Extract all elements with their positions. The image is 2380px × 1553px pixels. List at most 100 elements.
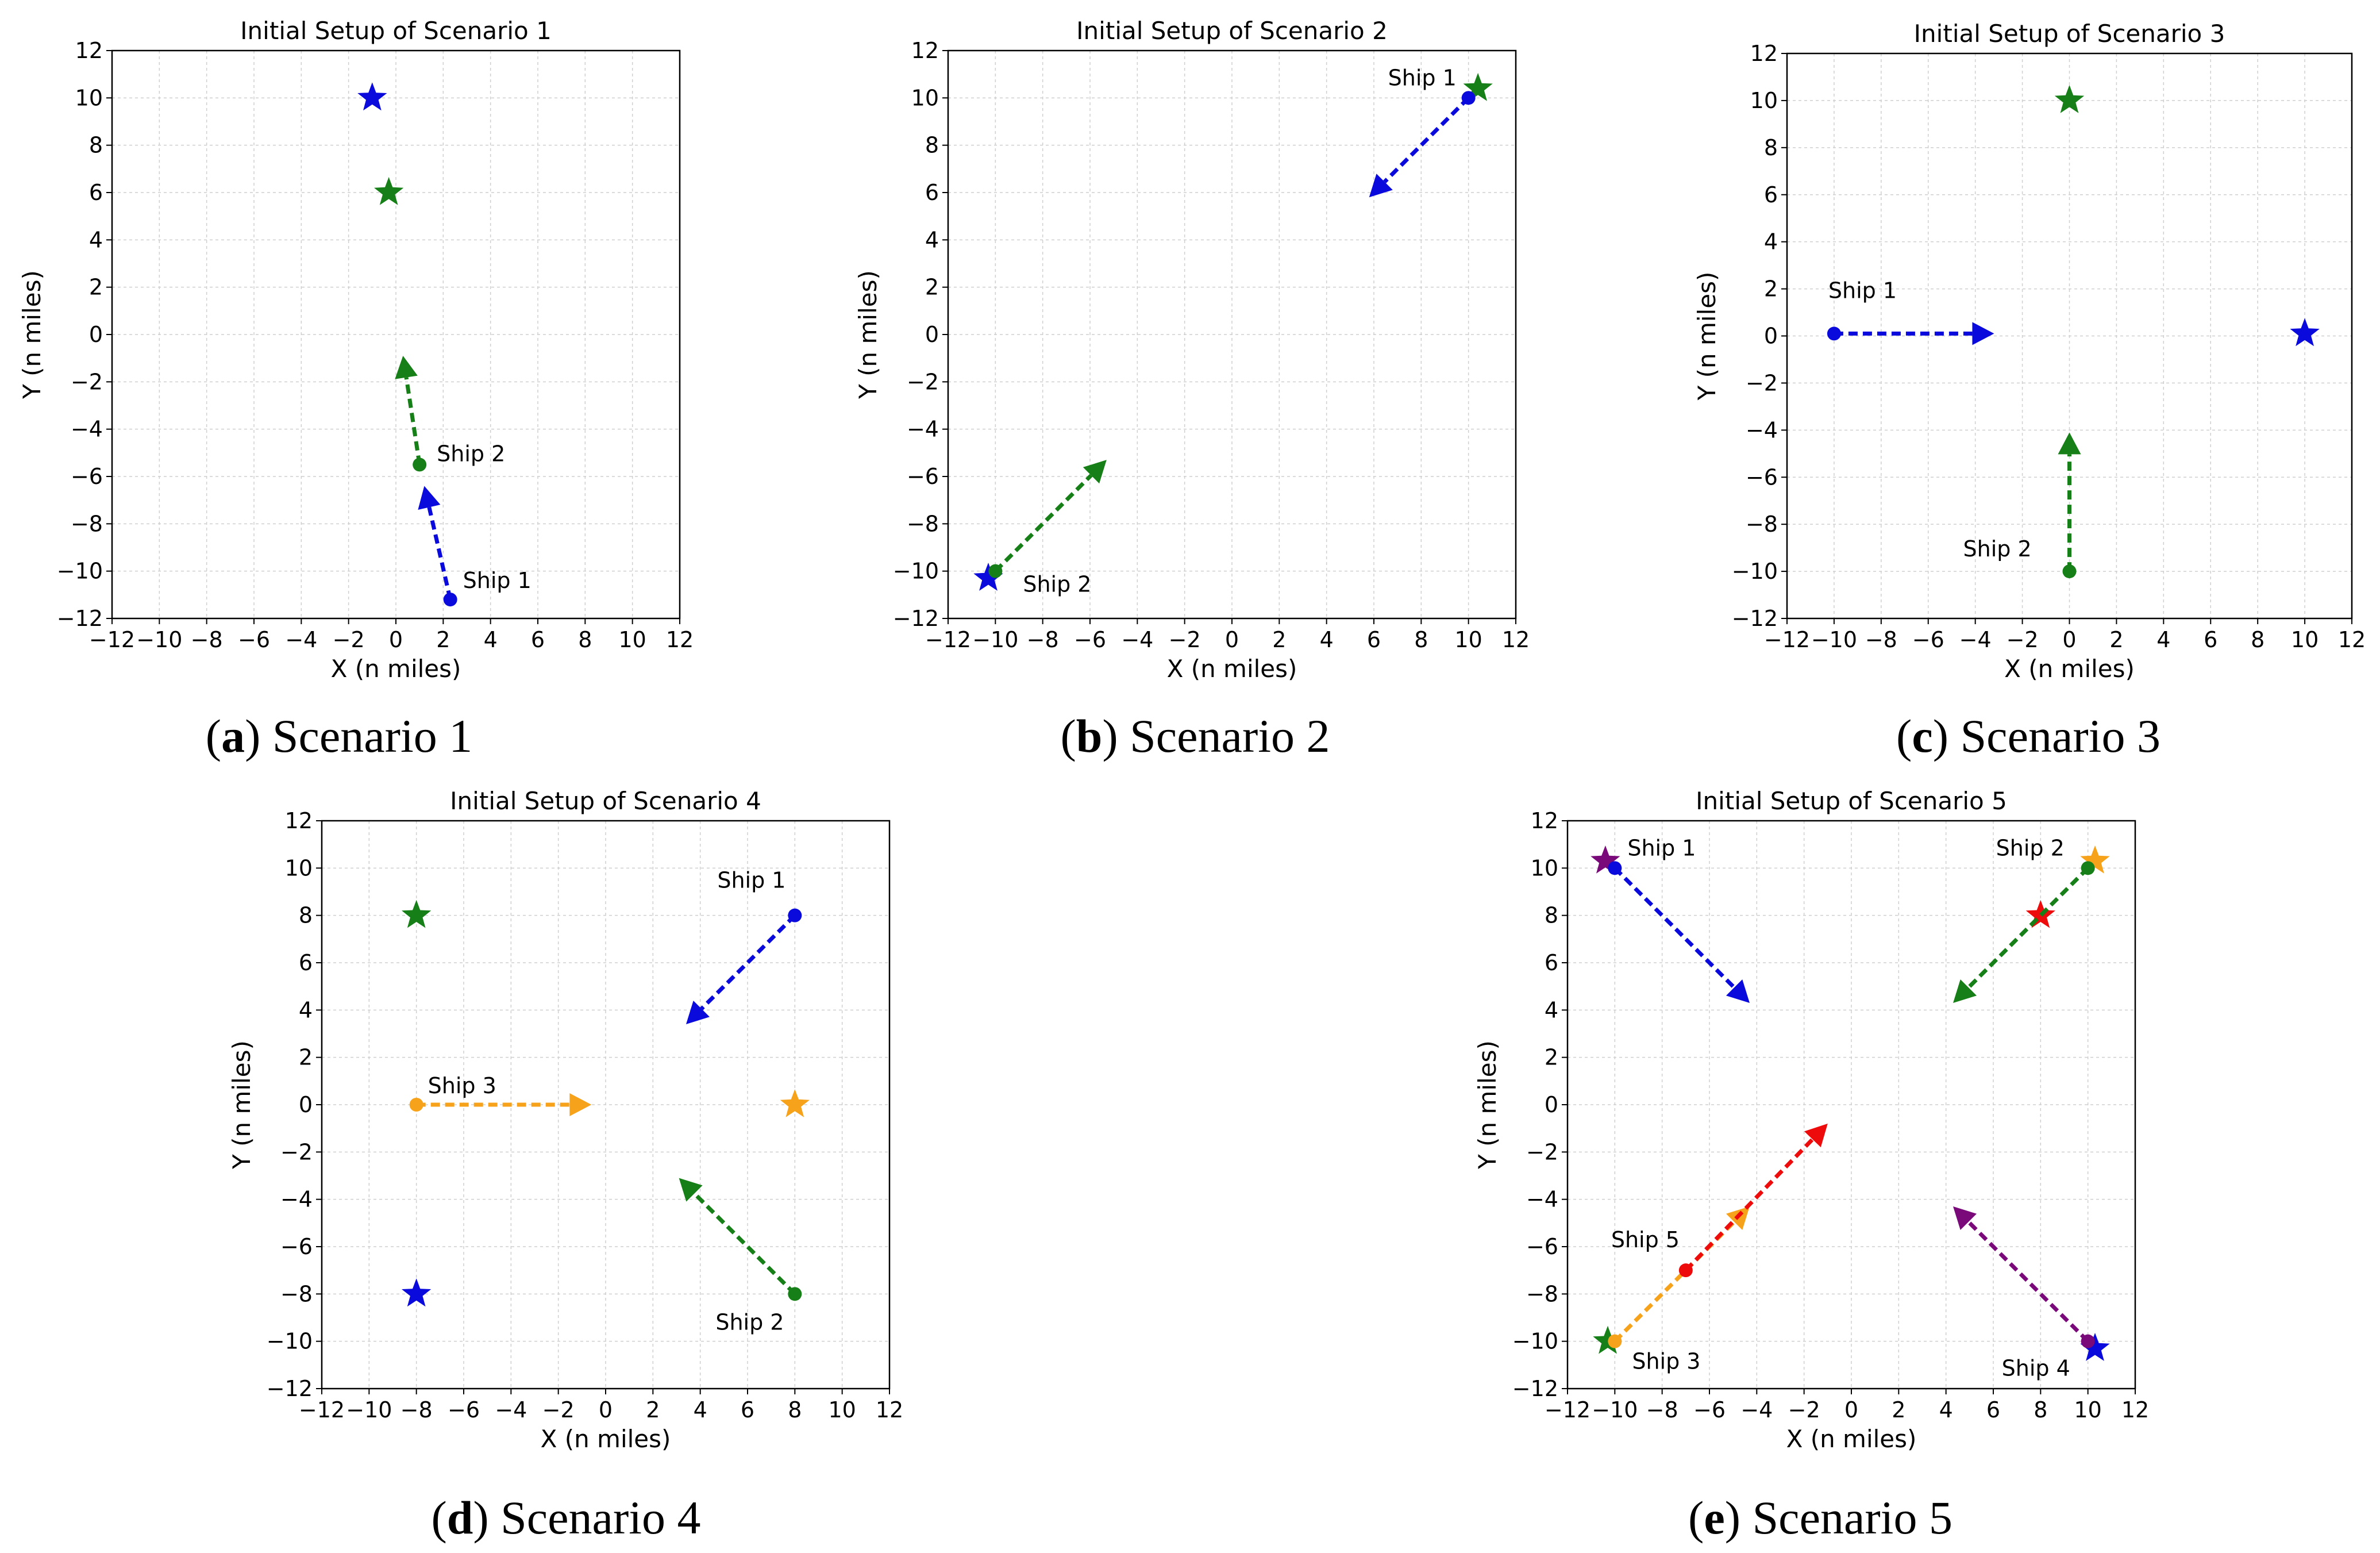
x-tick-label: 6 [2204,627,2217,652]
x-tick-label: 2 [1272,627,1286,652]
ship-start-marker [1827,326,1841,341]
goal-star-marker [2080,845,2110,874]
heading-arrow-shaft [1967,1220,2090,1343]
y-tick-label: 2 [299,1045,313,1070]
y-tick-label: −4 [71,417,103,442]
y-tick-label: −6 [280,1234,313,1259]
ship-start-marker [443,593,457,607]
ship-label: Ship 1 [1828,278,1897,303]
x-tick-label: −2 [1169,627,1201,652]
x-tick-label: 2 [436,627,450,652]
x-tick-label: −10 [1811,627,1857,652]
y-tick-label: 0 [89,322,103,347]
y-axis-label: Y (n miles) [18,270,46,399]
x-tick-label: 2 [1892,1397,1905,1423]
x-tick-label: 12 [1502,627,1530,652]
goal-star-marker [2080,1333,2110,1361]
goal-star-marker [357,82,387,111]
y-tick-label: −4 [907,417,939,442]
chart-title: Initial Setup of Scenario 4 [450,787,761,815]
y-tick-label: −6 [907,464,939,489]
y-tick-label: 8 [1545,903,1558,928]
y-tick-label: −4 [1526,1187,1558,1212]
y-tick-label: −4 [1746,417,1778,443]
x-tick-label: 12 [876,1397,903,1423]
y-tick-label: −4 [280,1187,313,1212]
panel-caption: (c) Scenario 3 [1896,710,2161,762]
goal-star-marker [402,899,432,928]
ship-label: Ship 2 [1023,572,1091,597]
x-axis-label: X (n miles) [541,1425,671,1453]
goal-star-marker [780,1089,810,1117]
x-tick-label: 12 [666,627,694,652]
y-tick-label: −10 [1512,1329,1558,1354]
ship-start-marker [2062,564,2077,579]
ship-label: Ship 2 [715,1309,784,1335]
caption-letter: e [1704,1492,1724,1544]
ship-start-marker [409,1098,423,1112]
x-tick-label: −2 [542,1397,575,1423]
chart-title: Initial Setup of Scenario 2 [1076,17,1388,45]
x-tick-label: 0 [1844,1397,1858,1423]
y-tick-label: 0 [299,1092,313,1117]
heading-arrow-head [569,1093,592,1116]
heading-arrow-head [1972,322,1994,345]
x-tick-label: 12 [2338,627,2366,652]
x-tick-label: 0 [389,627,403,652]
y-tick-label: 0 [1764,324,1778,349]
y-tick-label: 2 [89,275,103,300]
x-tick-label: 8 [2034,1397,2047,1423]
goal-star-marker [1590,845,1620,874]
y-tick-label: −12 [893,606,939,631]
ship-label: Ship 3 [1632,1349,1700,1374]
y-tick-label: −8 [907,511,939,536]
y-tick-label: 10 [1531,855,1558,881]
y-tick-label: −6 [1746,464,1778,490]
y-tick-label: −8 [1526,1281,1558,1306]
y-tick-label: 4 [1545,997,1558,1022]
x-tick-label: −4 [1740,1397,1773,1423]
y-tick-label: 2 [1764,276,1778,302]
ship-start-marker [1461,91,1476,105]
goal-star-marker [402,1278,432,1307]
y-tick-label: 2 [1545,1045,1558,1070]
heading-arrow-head [1953,1206,1977,1231]
panel-caption: (b) Scenario 2 [1060,710,1330,762]
scenario-1-panel: −12−12−10−10−8−8−6−6−4−4−2−2002244668810… [18,17,694,762]
y-tick-label: 4 [925,227,939,252]
x-tick-label: 2 [2109,627,2123,652]
x-tick-label: 2 [646,1397,660,1423]
heading-arrow-shaft [1613,866,1736,989]
y-tick-label: 8 [299,903,313,928]
x-tick-label: 0 [2062,627,2076,652]
ship-label: Ship 1 [463,568,532,593]
caption-letter: a [221,710,245,762]
x-tick-label: 10 [2074,1397,2101,1423]
ship-start-marker [1678,1263,1693,1278]
x-tick-label: −8 [191,627,223,652]
heading-arrow-head [418,486,441,510]
ship-start-marker [413,458,427,472]
ship-label: Ship 4 [2002,1356,2070,1381]
ship-label: Ship 2 [437,441,505,466]
ship-start-marker [1608,861,1622,875]
chart-title: Initial Setup of Scenario 3 [1914,20,2225,48]
caption-letter: b [1076,710,1103,762]
goal-star-marker [1593,1325,1623,1354]
x-tick-label: 10 [2291,627,2319,652]
ship-label: Ship 1 [1388,65,1457,90]
x-tick-label: −6 [1693,1397,1726,1423]
y-tick-label: 10 [1750,88,1778,113]
panel-caption: (d) Scenario 4 [431,1492,700,1544]
ship-label: Ship 1 [717,868,785,893]
y-tick-label: 4 [89,227,103,252]
goal-star-marker [973,563,1003,591]
x-tick-label: 0 [1225,627,1239,652]
y-tick-label: 8 [1764,135,1778,160]
x-tick-label: −6 [448,1397,480,1423]
y-tick-label: −10 [893,559,939,584]
y-tick-label: −2 [1526,1139,1558,1164]
goal-star-marker [2054,84,2085,113]
scenario-2-panel: −12−12−10−10−8−8−6−6−4−4−2−2002244668810… [854,17,1530,762]
